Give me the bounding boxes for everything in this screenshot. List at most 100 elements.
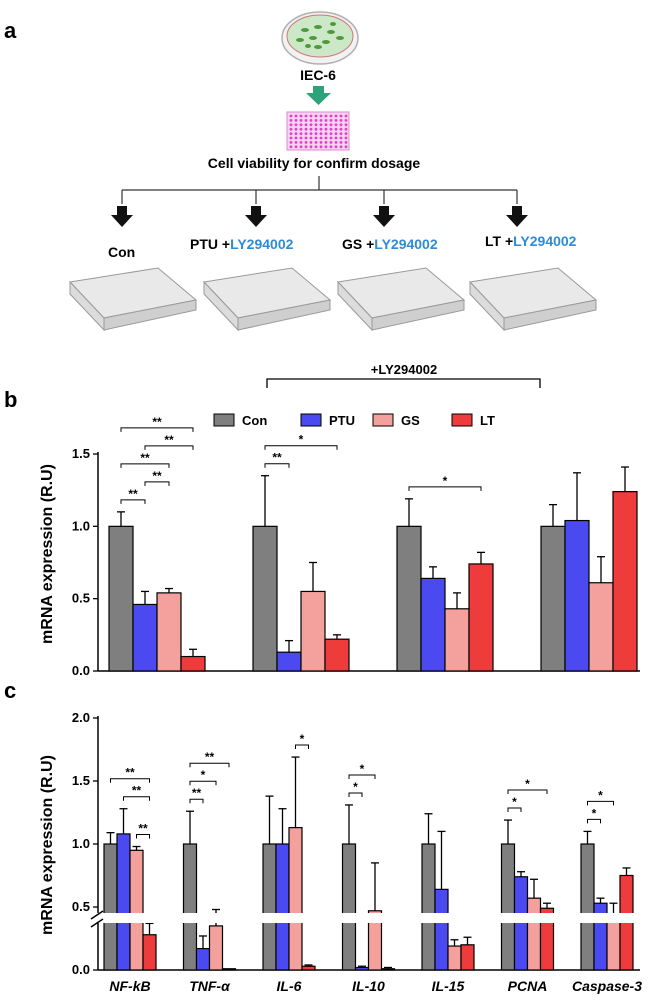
bar-ptu-nf-kb bbox=[116, 833, 131, 971]
group-lt: LT +LY294002 bbox=[468, 206, 598, 332]
axis-break-mark bbox=[90, 910, 104, 920]
down-arrow-icon bbox=[111, 206, 133, 227]
well-dot bbox=[314, 136, 318, 140]
well-dot bbox=[299, 114, 303, 118]
well-dot bbox=[339, 123, 343, 127]
well-dot bbox=[289, 127, 293, 131]
x-tick-label: TNF-α bbox=[189, 978, 231, 994]
well-dot bbox=[294, 136, 298, 140]
bar-gs-tnf bbox=[208, 925, 224, 971]
significance-label: * bbox=[360, 762, 365, 776]
well-dot bbox=[304, 123, 308, 127]
bar-lt-il-6 bbox=[301, 965, 316, 971]
well-dot bbox=[334, 127, 338, 131]
bar-lt-pcna bbox=[539, 907, 555, 971]
well-dot bbox=[344, 127, 348, 131]
well-dot bbox=[324, 119, 328, 122]
significance-label: * bbox=[592, 806, 597, 820]
well-dot bbox=[294, 119, 298, 122]
y-tick-label: 1.0 bbox=[72, 518, 90, 533]
legend-label-ptu: PTU bbox=[329, 413, 355, 428]
well-dot bbox=[309, 123, 313, 127]
bar-gs-il-15 bbox=[447, 945, 462, 971]
significance-label: ** bbox=[128, 487, 138, 501]
well-dot bbox=[324, 136, 328, 140]
well-dot bbox=[344, 114, 348, 118]
x-tick-label: Caspase-3 bbox=[572, 978, 642, 994]
significance-label: * bbox=[598, 788, 603, 802]
group-gs: GS +LY294002 bbox=[336, 206, 466, 332]
well-dot bbox=[339, 136, 343, 140]
well-dot bbox=[319, 136, 323, 140]
well-dot bbox=[339, 132, 343, 136]
well-dot bbox=[289, 141, 293, 144]
bar-lt-akt bbox=[324, 638, 350, 672]
down-arrow-icon bbox=[506, 206, 528, 227]
significance-label: ** bbox=[152, 415, 162, 429]
well-dot bbox=[344, 141, 348, 144]
bar-con-mtor bbox=[540, 525, 566, 672]
significance-bracket bbox=[264, 463, 290, 468]
significance-bracket bbox=[189, 780, 217, 786]
well-dot bbox=[319, 141, 323, 144]
well-dot bbox=[329, 145, 333, 149]
viability-text: Cell viability for confirm dosage bbox=[208, 155, 421, 171]
significance-bracket bbox=[120, 499, 146, 504]
bar-con-il-10 bbox=[341, 843, 357, 971]
well-dot bbox=[299, 123, 303, 127]
well-plate-icon bbox=[68, 267, 198, 332]
well-dot bbox=[304, 145, 308, 149]
well-dot bbox=[304, 141, 308, 144]
panel-a-label: a bbox=[4, 18, 17, 43]
well-dot bbox=[309, 136, 313, 140]
well-dot bbox=[289, 145, 293, 149]
well-dot bbox=[324, 114, 328, 118]
significance-bracket bbox=[123, 796, 150, 801]
well-dot bbox=[304, 136, 308, 140]
bar-ptu-il-6 bbox=[275, 843, 290, 971]
legend-label-lt: LT bbox=[480, 413, 495, 428]
well-dot bbox=[334, 145, 338, 149]
petri-dish-icon bbox=[281, 11, 359, 65]
significance-label: ** bbox=[140, 451, 150, 465]
well-dot bbox=[289, 132, 293, 136]
significance-label: * bbox=[299, 433, 304, 447]
x-tick-label: IL-15 bbox=[432, 978, 465, 994]
significance-bracket bbox=[144, 481, 170, 486]
well-dot bbox=[314, 127, 318, 131]
well-dot bbox=[309, 119, 313, 122]
y-axis-label: mRNA expression (R.U) bbox=[39, 755, 56, 935]
legend-swatch-con bbox=[213, 413, 235, 427]
bar-gs-ikk bbox=[444, 608, 470, 672]
well-dot bbox=[329, 114, 333, 118]
bar-con-nf-kb bbox=[103, 843, 118, 971]
down-arrow-icon bbox=[245, 206, 267, 227]
bar-gs-pcna bbox=[526, 897, 542, 971]
significance-label: ** bbox=[205, 750, 215, 764]
well-dot bbox=[304, 119, 308, 122]
well-dot bbox=[309, 145, 313, 149]
well-dot bbox=[319, 145, 323, 149]
legend-swatch-lt bbox=[451, 413, 473, 427]
bar-gs-il-10 bbox=[367, 910, 383, 971]
legend-swatch-gs bbox=[372, 413, 394, 427]
well-dot bbox=[339, 141, 343, 144]
bar-ptu-ikk bbox=[420, 577, 446, 672]
panel-c-label: c bbox=[4, 680, 16, 703]
well-dot bbox=[309, 132, 313, 136]
significance-label: ** bbox=[138, 822, 148, 836]
significance-label: * bbox=[353, 780, 358, 794]
bar-con-caspase-3 bbox=[580, 843, 595, 971]
significance-bracket bbox=[110, 778, 150, 783]
significance-bracket bbox=[120, 463, 170, 468]
well-dot bbox=[319, 119, 323, 122]
well-dot bbox=[334, 132, 338, 136]
well-dot bbox=[344, 145, 348, 149]
x-tick-label: IL-10 bbox=[352, 978, 385, 994]
bar-ptu-il-10 bbox=[354, 966, 370, 971]
bar-gs-mtor bbox=[588, 582, 614, 672]
bar-con-akt bbox=[252, 525, 278, 672]
well-dot bbox=[294, 132, 298, 136]
well-dot bbox=[294, 145, 298, 149]
